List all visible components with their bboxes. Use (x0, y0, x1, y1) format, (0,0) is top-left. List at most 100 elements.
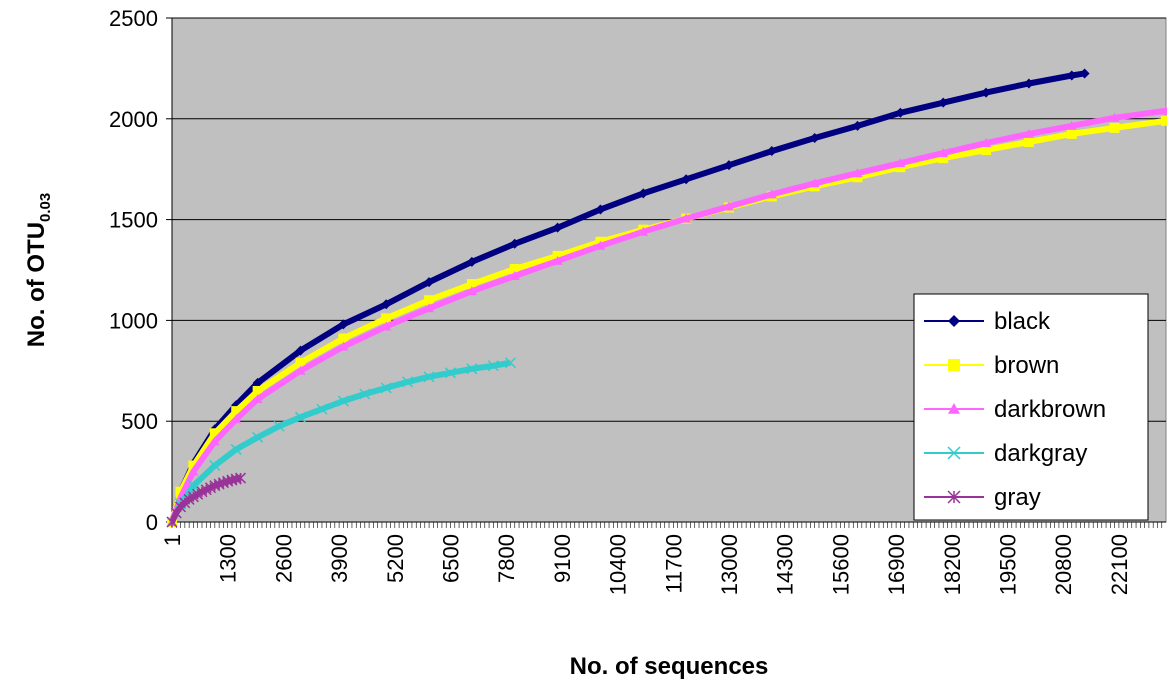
x-axis-ticks: 1 1300 2600 3900 5200 6500 7800 9100 10400 11700 1… (160, 521, 1166, 595)
marker-x (947, 446, 961, 460)
marker-diamond (509, 238, 520, 249)
y-tick-label: 2500 (109, 6, 158, 31)
marker-triangle (466, 286, 477, 296)
legend-item-darkgray: darkgray (924, 440, 1087, 467)
marker-x (252, 431, 264, 443)
marker-diamond (552, 222, 563, 233)
marker-triangle (1109, 112, 1120, 122)
marker-diamond (981, 87, 992, 98)
x-tick-label: 2600 (271, 534, 296, 583)
marker-square (424, 295, 435, 306)
marker-diamond (1023, 78, 1034, 89)
x-tick-label: 6500 (438, 534, 463, 583)
marker-triangle (338, 341, 349, 351)
x-tick-label: 1300 (216, 534, 241, 583)
marker-square (466, 279, 477, 290)
marker-square (509, 263, 520, 274)
marker-triangle (938, 148, 949, 158)
marker-star (234, 472, 247, 484)
x-tick-label: 7800 (494, 534, 519, 583)
marker-triangle (552, 255, 563, 265)
x-tick-label: 16900 (884, 534, 909, 595)
legend-label: black (994, 308, 1051, 335)
legend-label: darkgray (994, 440, 1087, 467)
legend-label: darkbrown (994, 396, 1106, 423)
marker-square (231, 406, 242, 417)
marker-triangle (723, 201, 734, 211)
marker-square (938, 153, 949, 164)
series-darkbrown (167, 105, 1167, 526)
marker-x (294, 411, 307, 423)
marker-triangle (424, 303, 435, 313)
marker-square (381, 313, 392, 324)
marker-diamond (1066, 70, 1077, 81)
marker-diamond (852, 120, 863, 131)
marker-triangle (188, 466, 199, 476)
x-tick-label: 19500 (995, 534, 1020, 595)
marker-triangle (209, 436, 220, 446)
marker-square (1161, 115, 1167, 126)
marker-square (1109, 122, 1120, 133)
x-tick-label: 20800 (1051, 534, 1076, 595)
legend-item-black: black (924, 308, 1051, 335)
legend-item-gray: gray (924, 484, 1041, 511)
marker-x (273, 420, 285, 432)
marker-diamond (595, 204, 606, 215)
marker-diamond (895, 107, 906, 118)
marker-square (252, 385, 263, 396)
marker-square (981, 145, 992, 156)
y-tick-label: 1500 (109, 208, 158, 233)
marker-x (359, 388, 371, 400)
series-group (166, 68, 1167, 528)
marker-x (209, 460, 221, 472)
marker-diamond (295, 345, 306, 356)
marker-square (1066, 128, 1077, 139)
x-tick-label: 18200 (940, 534, 965, 595)
x-tick-label: 10400 (606, 534, 631, 595)
x-tick-label: 3900 (327, 534, 352, 583)
marker-square (895, 162, 906, 173)
marker-square (188, 460, 199, 471)
marker-triangle (1023, 128, 1034, 138)
marker-triangle (1066, 120, 1077, 130)
marker-triangle (295, 365, 306, 375)
marker-diamond (638, 188, 649, 199)
x-tick-label: 13000 (717, 534, 742, 595)
marker-square (1023, 136, 1034, 147)
marker-x (444, 367, 456, 379)
legend-item-darkbrown: darkbrown (924, 396, 1106, 423)
x-tick-label: 5200 (383, 534, 408, 583)
marker-x (380, 382, 392, 394)
x-tick-label: 1 (160, 534, 185, 546)
marker-x (337, 395, 349, 407)
marker-triangle (381, 321, 392, 331)
marker-square (948, 359, 960, 371)
marker-diamond (381, 299, 392, 310)
marker-diamond (252, 377, 263, 388)
marker-diamond (424, 277, 435, 288)
marker-diamond (723, 160, 734, 171)
x-tick-label: 9100 (550, 534, 575, 583)
marker-star (947, 490, 961, 504)
marker-triangle (595, 240, 606, 250)
marker-x (423, 371, 435, 383)
y-axis-title: No. of OTU0.03 (23, 193, 54, 348)
marker-triangle (231, 414, 242, 424)
y-axis-title-subscript: 0.03 (37, 193, 54, 222)
marker-diamond (466, 256, 477, 267)
marker-diamond (766, 146, 777, 157)
marker-diamond (948, 315, 960, 327)
series-line-black (169, 70, 1086, 523)
series-gray (166, 472, 247, 528)
marker-triangle (638, 226, 649, 236)
marker-diamond (1079, 68, 1090, 79)
marker-triangle (766, 189, 777, 199)
marker-square (209, 428, 220, 439)
marker-x (487, 360, 499, 372)
x-axis-title: No. of sequences (570, 653, 769, 680)
marker-diamond (338, 319, 349, 330)
marker-triangle (1161, 105, 1167, 115)
y-axis-title-main: No. of OTU (23, 222, 50, 347)
marker-x (402, 376, 414, 388)
